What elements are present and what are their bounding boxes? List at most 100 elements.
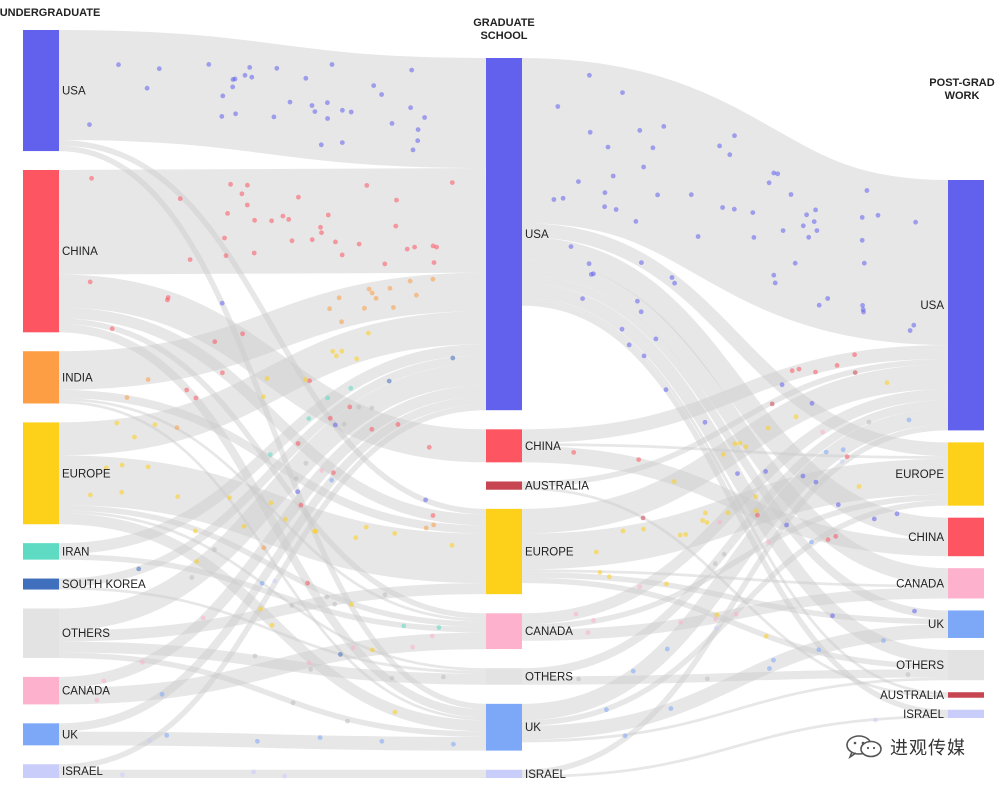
flow-particle	[354, 356, 360, 362]
flow-particle	[228, 181, 234, 187]
node-g_others: OTHERS	[486, 668, 573, 685]
flow-particle	[348, 602, 354, 607]
flow-particle	[194, 559, 200, 564]
flow-particle	[771, 170, 777, 176]
flow-particle	[573, 611, 579, 617]
flow-particle	[835, 502, 841, 508]
flow-link-g_china-to-w_china	[521, 445, 949, 557]
flow-particle	[620, 90, 625, 95]
flow-particle	[223, 253, 229, 259]
flow-particle	[331, 470, 336, 476]
node-label-w_israel: ISRAEL	[903, 709, 945, 721]
node-bar-u_israel	[23, 764, 59, 778]
flow-particle	[806, 234, 812, 240]
node-w_others: OTHERS	[896, 649, 984, 681]
node-label-w_australia: AUSTRALIA	[880, 690, 944, 702]
flow-link-g_usa-to-w_israel	[521, 300, 949, 716]
flow-particle	[312, 109, 318, 114]
flow-particle	[788, 192, 794, 197]
flow-particle	[241, 523, 247, 529]
flow-particle	[881, 638, 886, 643]
node-w_uk: UK	[928, 610, 984, 638]
flow-particle	[714, 612, 720, 618]
flow-particle	[407, 278, 413, 284]
watermark-text: 进观传媒	[890, 738, 966, 759]
flow-particle	[653, 336, 659, 342]
node-bar-w_australia	[948, 692, 984, 698]
flow-link-u_uk-to-g_uk	[58, 731, 487, 751]
flow-particle	[394, 197, 399, 203]
flow-particle	[369, 426, 375, 432]
flow-particle	[239, 191, 245, 197]
flow-particle	[450, 355, 456, 361]
flow-particle	[555, 104, 561, 109]
flow-link-u_others-to-g_usa	[58, 363, 487, 631]
flow-particle	[392, 531, 398, 536]
flow-particle	[132, 434, 137, 440]
flow-particle	[332, 601, 338, 607]
flow-particle	[763, 469, 768, 474]
flow-particle	[641, 164, 646, 170]
flow-particle	[859, 215, 865, 220]
flow-particle	[763, 633, 769, 639]
flow-link-g_australia-to-w_usa	[521, 358, 949, 487]
flow-particle	[732, 441, 738, 447]
flow-particle	[811, 219, 817, 225]
flow-particle	[247, 65, 253, 70]
flow-particle	[159, 691, 165, 697]
node-u_iran: IRAN	[23, 543, 89, 560]
flow-particle	[339, 252, 345, 258]
flow-particle	[289, 603, 295, 608]
flow-particle	[671, 479, 677, 484]
flow-particle	[404, 246, 410, 252]
flow-particle	[242, 72, 248, 78]
flow-link-u_europe-to-g_europe	[58, 455, 487, 584]
flow-link-g_others-to-w_others	[521, 669, 949, 685]
flow-particle	[317, 735, 323, 740]
flow-particle	[187, 257, 193, 262]
node-label-g_china: CHINA	[525, 441, 561, 453]
flow-particle	[87, 279, 93, 285]
flow-link-u_canada-to-g_usa	[58, 385, 487, 688]
flow-particle	[636, 457, 642, 462]
flow-particle	[269, 622, 275, 628]
flow-link-g_uk-to-w_others	[521, 677, 949, 743]
flow-link-g_australia-to-w_australia	[521, 486, 949, 698]
flow-link-u_europe-to-g_others	[58, 510, 487, 671]
flow-particle	[144, 85, 150, 91]
flow-link-g_europe-to-w_usa	[521, 364, 949, 534]
flow-particle	[677, 532, 683, 538]
flow-particle	[325, 395, 330, 401]
flow-particle	[350, 645, 356, 651]
flow-particle	[779, 382, 785, 388]
flow-link-u_europe-to-g_canada	[58, 504, 487, 628]
flow-particle	[306, 416, 312, 421]
flow-particle	[840, 447, 846, 453]
flow-link-g_usa-to-w_australia	[521, 297, 949, 695]
node-u_others: OTHERS	[23, 608, 110, 658]
flow-particle	[833, 533, 839, 539]
flow-particle	[298, 502, 304, 508]
flow-particle	[410, 644, 416, 650]
flow-particle	[244, 202, 250, 208]
flow-particle	[717, 519, 722, 525]
flow-link-u_others-to-g_others	[58, 641, 487, 685]
node-label-u_israel: ISRAEL	[62, 766, 104, 778]
node-label-u_china: CHINA	[62, 246, 98, 258]
flow-particle	[363, 524, 369, 530]
flow-particle	[269, 218, 274, 224]
flow-particle	[641, 526, 646, 532]
flow-particle	[230, 84, 236, 90]
wechat-icon	[846, 735, 882, 760]
flow-particle	[800, 473, 806, 479]
flow-particle	[409, 67, 415, 73]
flow-particle	[415, 138, 421, 144]
flow-particle	[252, 217, 257, 223]
flow-particle	[875, 212, 881, 218]
flow-particle	[695, 234, 701, 239]
flow-particle	[873, 717, 878, 723]
node-bar-g_uk	[486, 703, 522, 751]
flow-particle	[602, 204, 607, 210]
flow-particle	[109, 326, 115, 332]
flow-particle	[259, 580, 265, 586]
